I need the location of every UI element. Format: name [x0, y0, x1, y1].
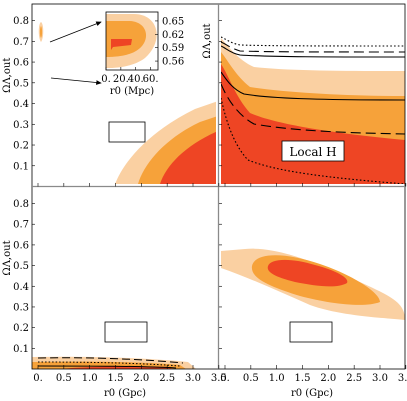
- localh-line-dashed-mid: [221, 83, 405, 135]
- y-tick-label: 0.5: [13, 261, 29, 272]
- y-axis-label: ΩΛ,out: [2, 240, 13, 275]
- y-axis-label: ΩΛ,out: [2, 58, 13, 93]
- localh-line-dashed-top: [221, 41, 405, 53]
- sne-contour-inner: [160, 131, 216, 184]
- x-tick-label: 0.: [33, 373, 43, 384]
- localh-line-dotted-low: [221, 97, 405, 184]
- x-tick-label: 3.5: [211, 373, 227, 384]
- inset-y-tick-label: 0.59: [162, 43, 184, 54]
- localh-line-solid-top: [221, 45, 405, 58]
- y-tick-label: 0.4: [13, 99, 29, 110]
- x-tick-label: 2.5: [346, 373, 362, 384]
- bao-contour-inner: [267, 259, 348, 287]
- x-tick-label: 2.0: [320, 373, 336, 384]
- inset-x-axis-label: r0 (Mpc): [110, 86, 154, 97]
- y-tick-label: 0.1: [13, 161, 29, 172]
- y-tick-label: 0.3: [13, 302, 29, 313]
- y-tick-label: 0.3: [13, 120, 29, 131]
- x-tick-label: 2.5: [159, 373, 175, 384]
- y-tick-label: 0.8: [13, 199, 29, 210]
- x-axis-label: r0 (Gpc): [104, 388, 146, 399]
- x-tick-label: 3.5: [398, 373, 407, 384]
- panel-cmb: CMB: [32, 326, 196, 369]
- inset-y-tick-label: 0.56: [162, 57, 184, 68]
- x-tick-label: 0.: [220, 373, 230, 384]
- bao-label-box: [289, 321, 333, 343]
- x-tick-label: 1.5: [295, 373, 311, 384]
- x-tick-label: 1.0: [82, 373, 98, 384]
- localh-line-dotted-top: [221, 36, 405, 47]
- y-tick-label: 0.2: [13, 323, 29, 334]
- x-tick-label: 0.5: [56, 373, 72, 384]
- y-tick-label: 0.6: [13, 58, 29, 69]
- y-tick-label: 0.6: [13, 240, 29, 251]
- localh-label-box: [281, 140, 345, 162]
- inset-x-tick-label: 60.: [143, 74, 159, 85]
- sne-small-contour-middle: [39, 26, 43, 38]
- localh-line-solid-mid: [221, 71, 405, 101]
- x-tick-label: 0.5: [243, 373, 259, 384]
- cmb-line-solid: [37, 365, 177, 369]
- sne-arrow-lower: [50, 77, 102, 85]
- panel-sne: 0. 20.40.60.r0 (Mpc) 0.65 0.62 0.59 0.56 ΩΛ,ou…: [38, 11, 216, 184]
- cmb-label-box: [104, 321, 148, 343]
- inset-contour-inner: [111, 39, 132, 50]
- cmb-line-dashed: [37, 357, 184, 364]
- inset-y-axis-label: ΩΛ,out: [202, 23, 213, 58]
- x-tick-label: 1.5: [108, 373, 124, 384]
- sne-label-box: [108, 121, 146, 143]
- inset-y-tick-label: 0.65: [162, 16, 184, 27]
- sne-arrow-upper: [49, 21, 102, 43]
- x-tick-label: 1.0: [269, 373, 285, 384]
- y-tick-label: 0.7: [13, 220, 29, 231]
- x-tick-label: 2.0: [133, 373, 149, 384]
- x-axis-label: r0 (Gpc): [291, 388, 333, 399]
- inset-y-tick-label: 0.62: [162, 30, 184, 41]
- inset-x-tick-label: 20.: [113, 74, 129, 85]
- inset-x-tick-label: 0.: [101, 74, 111, 85]
- y-tick-label: 0.7: [13, 37, 29, 48]
- y-tick-label: 0.1: [13, 344, 29, 355]
- sne-inset: 0. 20.40.60.r0 (Mpc) 0.65 0.62 0.59 0.56 ΩΛ,ou…: [101, 11, 213, 97]
- panel-local-h: Local H: [221, 36, 405, 184]
- inset-x-tick-label: 40.: [128, 74, 144, 85]
- axes: 0.1 0.2 0.3 0.4 0.5 0.6 0.7 0.8 ΩΛ,out 0.1 0.2 0.3 0…: [2, 16, 407, 399]
- localh-contour-inner: [221, 64, 405, 184]
- y-tick-label: 0.8: [13, 16, 29, 27]
- y-tick-label: 0.2: [13, 141, 29, 152]
- x-tick-label: 3.0: [372, 373, 388, 384]
- x-tick-label: 3.0: [185, 373, 201, 384]
- localh-label-text: Local H: [289, 145, 336, 159]
- y-tick-label: 0.5: [13, 78, 29, 89]
- y-tick-label: 0.4: [13, 282, 29, 293]
